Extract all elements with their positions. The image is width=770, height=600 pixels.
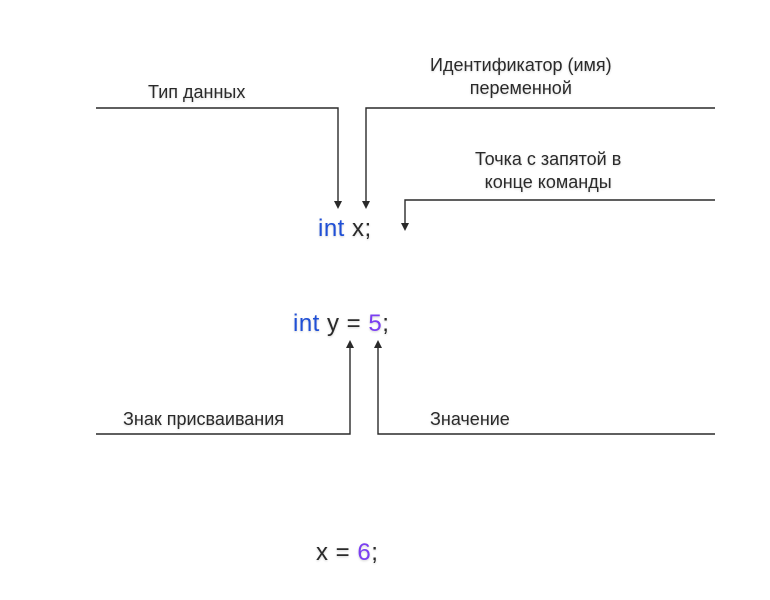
token-x-semi: x; [352,215,372,242]
token-semi-2: ; [382,310,389,337]
arrows-overlay [0,0,770,600]
value-arrow [378,344,715,434]
code-line-3: x = 6; [316,539,378,567]
diagram-stage: Тип данных Идентификатор (имя) переменно… [0,0,770,600]
type-arrow [96,108,338,205]
token-int-2: int [293,310,327,337]
semicolon-arrow [405,200,715,227]
label-identifier: Идентификатор (имя) переменной [430,54,612,99]
label-assign: Знак присваивания [123,408,284,431]
token-int-1: int [318,215,352,242]
token-y-eq: y = [327,310,368,337]
label-semicolon: Точка с запятой в конце команды [475,148,621,193]
token-semi-3: ; [371,539,378,566]
label-value: Значение [430,408,510,431]
code-line-1: int x; [318,215,372,243]
token-6: 6 [357,539,371,566]
token-x-eq: x = [316,539,357,566]
label-type: Тип данных [148,81,245,104]
token-5: 5 [368,310,382,337]
code-line-2: int y = 5; [293,310,389,338]
